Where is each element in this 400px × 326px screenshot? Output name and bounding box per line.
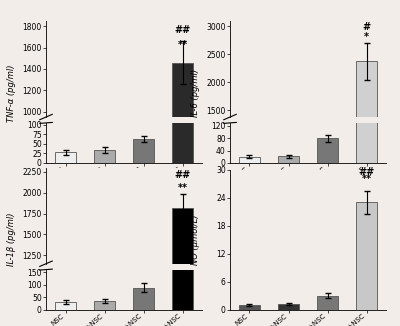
Text: *: * — [364, 32, 369, 41]
Bar — [317, 138, 338, 163]
Text: ##: ## — [174, 170, 191, 180]
Bar — [133, 139, 154, 163]
Bar — [278, 304, 299, 310]
Bar — [172, 0, 193, 310]
Bar — [356, 0, 377, 163]
Text: **: ** — [362, 174, 372, 185]
Text: #: # — [362, 22, 370, 32]
Bar — [94, 215, 115, 218]
Text: IL-6 (pg/ml): IL-6 (pg/ml) — [192, 69, 200, 117]
Text: TNF-α (pg/ml): TNF-α (pg/ml) — [8, 64, 16, 122]
Text: **: ** — [178, 40, 188, 50]
Text: ##: ## — [174, 25, 191, 35]
Bar — [55, 302, 76, 310]
Bar — [55, 215, 76, 218]
Text: IL-1β (pg/ml): IL-1β (pg/ml) — [8, 213, 16, 266]
Bar — [278, 156, 299, 163]
Bar — [172, 63, 193, 218]
Bar — [94, 150, 115, 163]
Bar — [239, 193, 260, 194]
Bar — [239, 305, 260, 310]
Bar — [278, 193, 299, 194]
Bar — [133, 212, 154, 218]
Text: ##: ## — [358, 167, 375, 177]
Bar — [239, 157, 260, 163]
Text: NO (μmol/L): NO (μmol/L) — [192, 215, 200, 265]
Bar — [172, 0, 193, 163]
Bar — [317, 190, 338, 194]
Bar — [356, 61, 377, 194]
Bar — [133, 288, 154, 310]
Bar — [94, 301, 115, 310]
Text: **: ** — [178, 183, 188, 193]
Bar — [356, 202, 377, 310]
Bar — [317, 296, 338, 310]
Bar — [172, 208, 193, 326]
Bar — [55, 152, 76, 163]
